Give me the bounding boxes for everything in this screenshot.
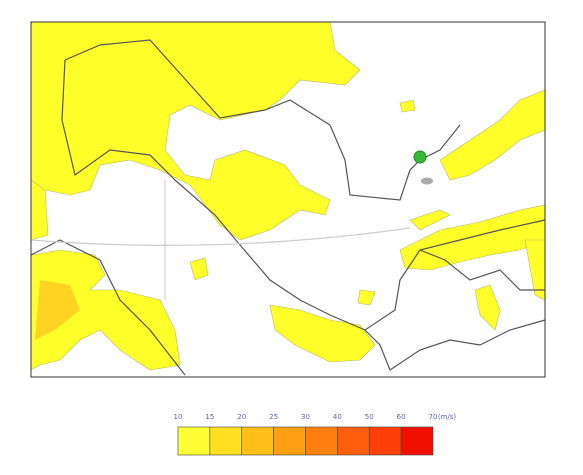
legend-tick-label: 70: [429, 413, 438, 421]
legend-tick-label: 30: [301, 413, 310, 421]
legend-swatch: [209, 426, 243, 456]
legend-unit: (m/s): [438, 413, 457, 421]
route-line: [30, 227, 411, 246]
legend-swatch: [241, 426, 274, 456]
legend-tick-label: 20: [237, 413, 246, 421]
wind-area: [357, 289, 376, 306]
legend-tick-label: 60: [397, 413, 406, 421]
legend-tick-label: 25: [269, 413, 278, 421]
legend-tick-label: 40: [333, 413, 342, 421]
wind-area: [399, 99, 416, 113]
wind-area-strong: [35, 280, 80, 340]
location-pin[interactable]: [413, 150, 427, 164]
country-border: [61, 59, 546, 331]
country-border: [30, 239, 186, 376]
legend-tick-label: 50: [365, 413, 374, 421]
legend-swatch: [273, 426, 306, 456]
wind-area: [30, 21, 361, 241]
legend-swatch: [368, 426, 402, 456]
wind-area: [30, 249, 181, 371]
legend-tick-label: 10: [174, 413, 183, 421]
legend-tick-label: 15: [205, 413, 214, 421]
color-legend: 10 15 20 25 30 40 50 60 70 (m/s): [174, 413, 457, 456]
legend-swatch: [305, 426, 338, 456]
country-border: [419, 249, 545, 291]
pin-shadow: [421, 177, 433, 185]
map-area: [30, 21, 546, 378]
country-border: [364, 319, 546, 371]
wind-area: [269, 304, 376, 363]
map-frame: [30, 21, 546, 378]
legend-swatch: [177, 426, 211, 456]
legend-swatch: [337, 426, 370, 456]
legend-swatch: [400, 426, 434, 456]
wind-area: [189, 257, 209, 281]
wind-area: [474, 284, 501, 331]
wind-area: [409, 209, 451, 231]
